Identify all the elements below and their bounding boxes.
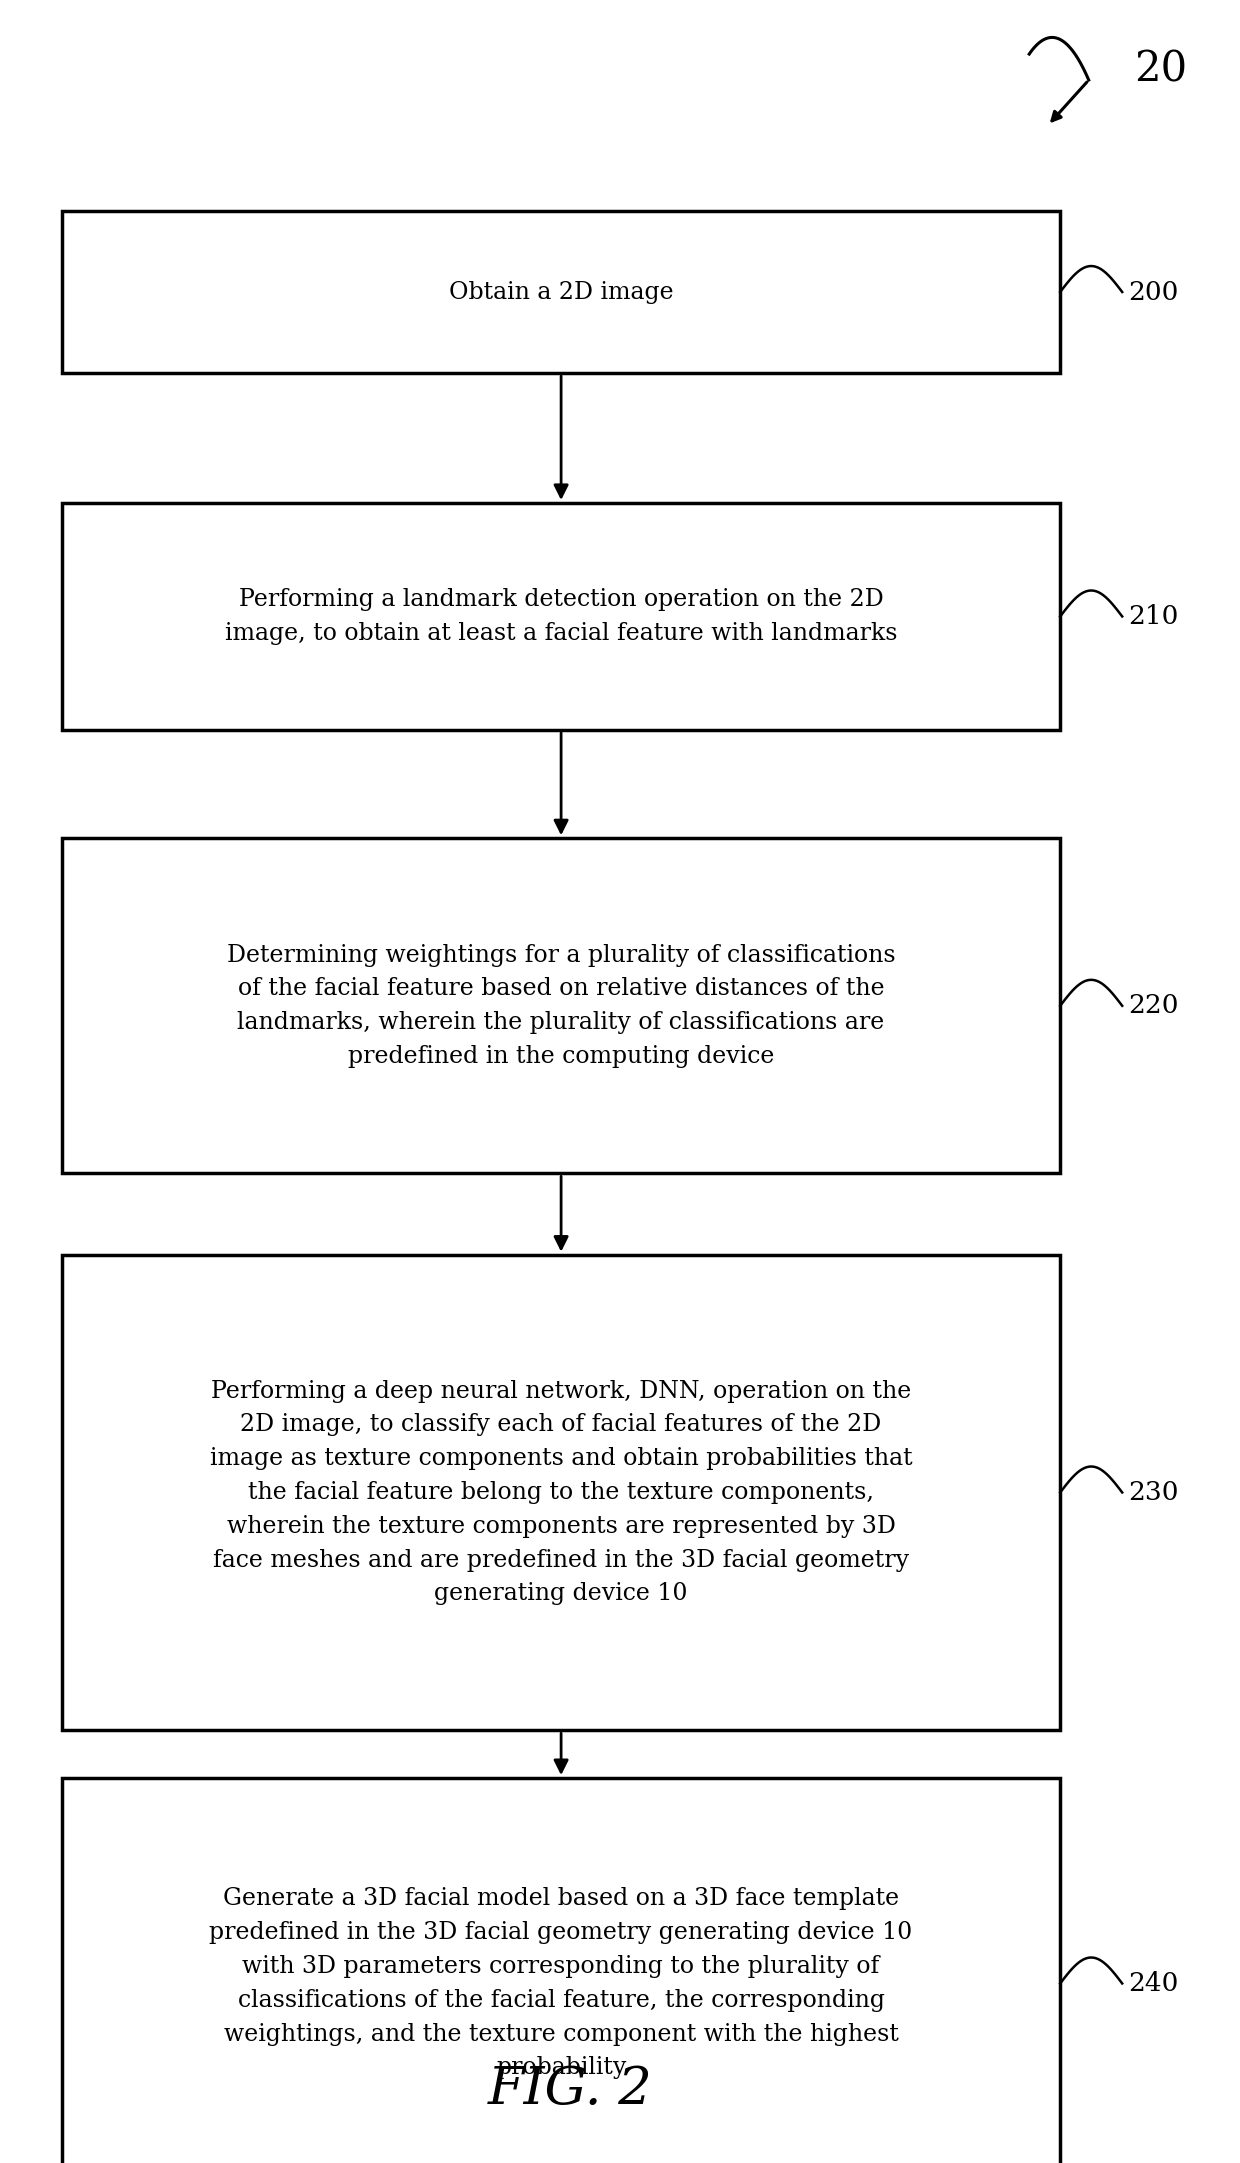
Bar bbox=[62, 1778, 1060, 2163]
Text: 20: 20 bbox=[1135, 48, 1188, 91]
Bar bbox=[62, 212, 1060, 374]
Text: 220: 220 bbox=[1128, 993, 1179, 1019]
Text: 230: 230 bbox=[1128, 1479, 1179, 1505]
Text: Performing a deep neural network, DNN, operation on the
2D image, to classify ea: Performing a deep neural network, DNN, o… bbox=[210, 1380, 913, 1605]
Text: 210: 210 bbox=[1128, 603, 1179, 629]
Text: FIG. 2: FIG. 2 bbox=[489, 2064, 652, 2115]
Bar bbox=[62, 837, 1060, 1172]
Bar bbox=[62, 504, 1060, 731]
Text: Obtain a 2D image: Obtain a 2D image bbox=[449, 281, 673, 303]
Text: Determining weightings for a plurality of classifications
of the facial feature : Determining weightings for a plurality o… bbox=[227, 943, 895, 1069]
Text: Performing a landmark detection operation on the 2D
image, to obtain at least a : Performing a landmark detection operatio… bbox=[224, 588, 898, 645]
Bar bbox=[62, 1255, 1060, 1730]
Text: 240: 240 bbox=[1128, 1970, 1179, 1996]
Text: Generate a 3D facial model based on a 3D face template
predefined in the 3D faci: Generate a 3D facial model based on a 3D… bbox=[210, 1888, 913, 2079]
Text: 200: 200 bbox=[1128, 279, 1179, 305]
